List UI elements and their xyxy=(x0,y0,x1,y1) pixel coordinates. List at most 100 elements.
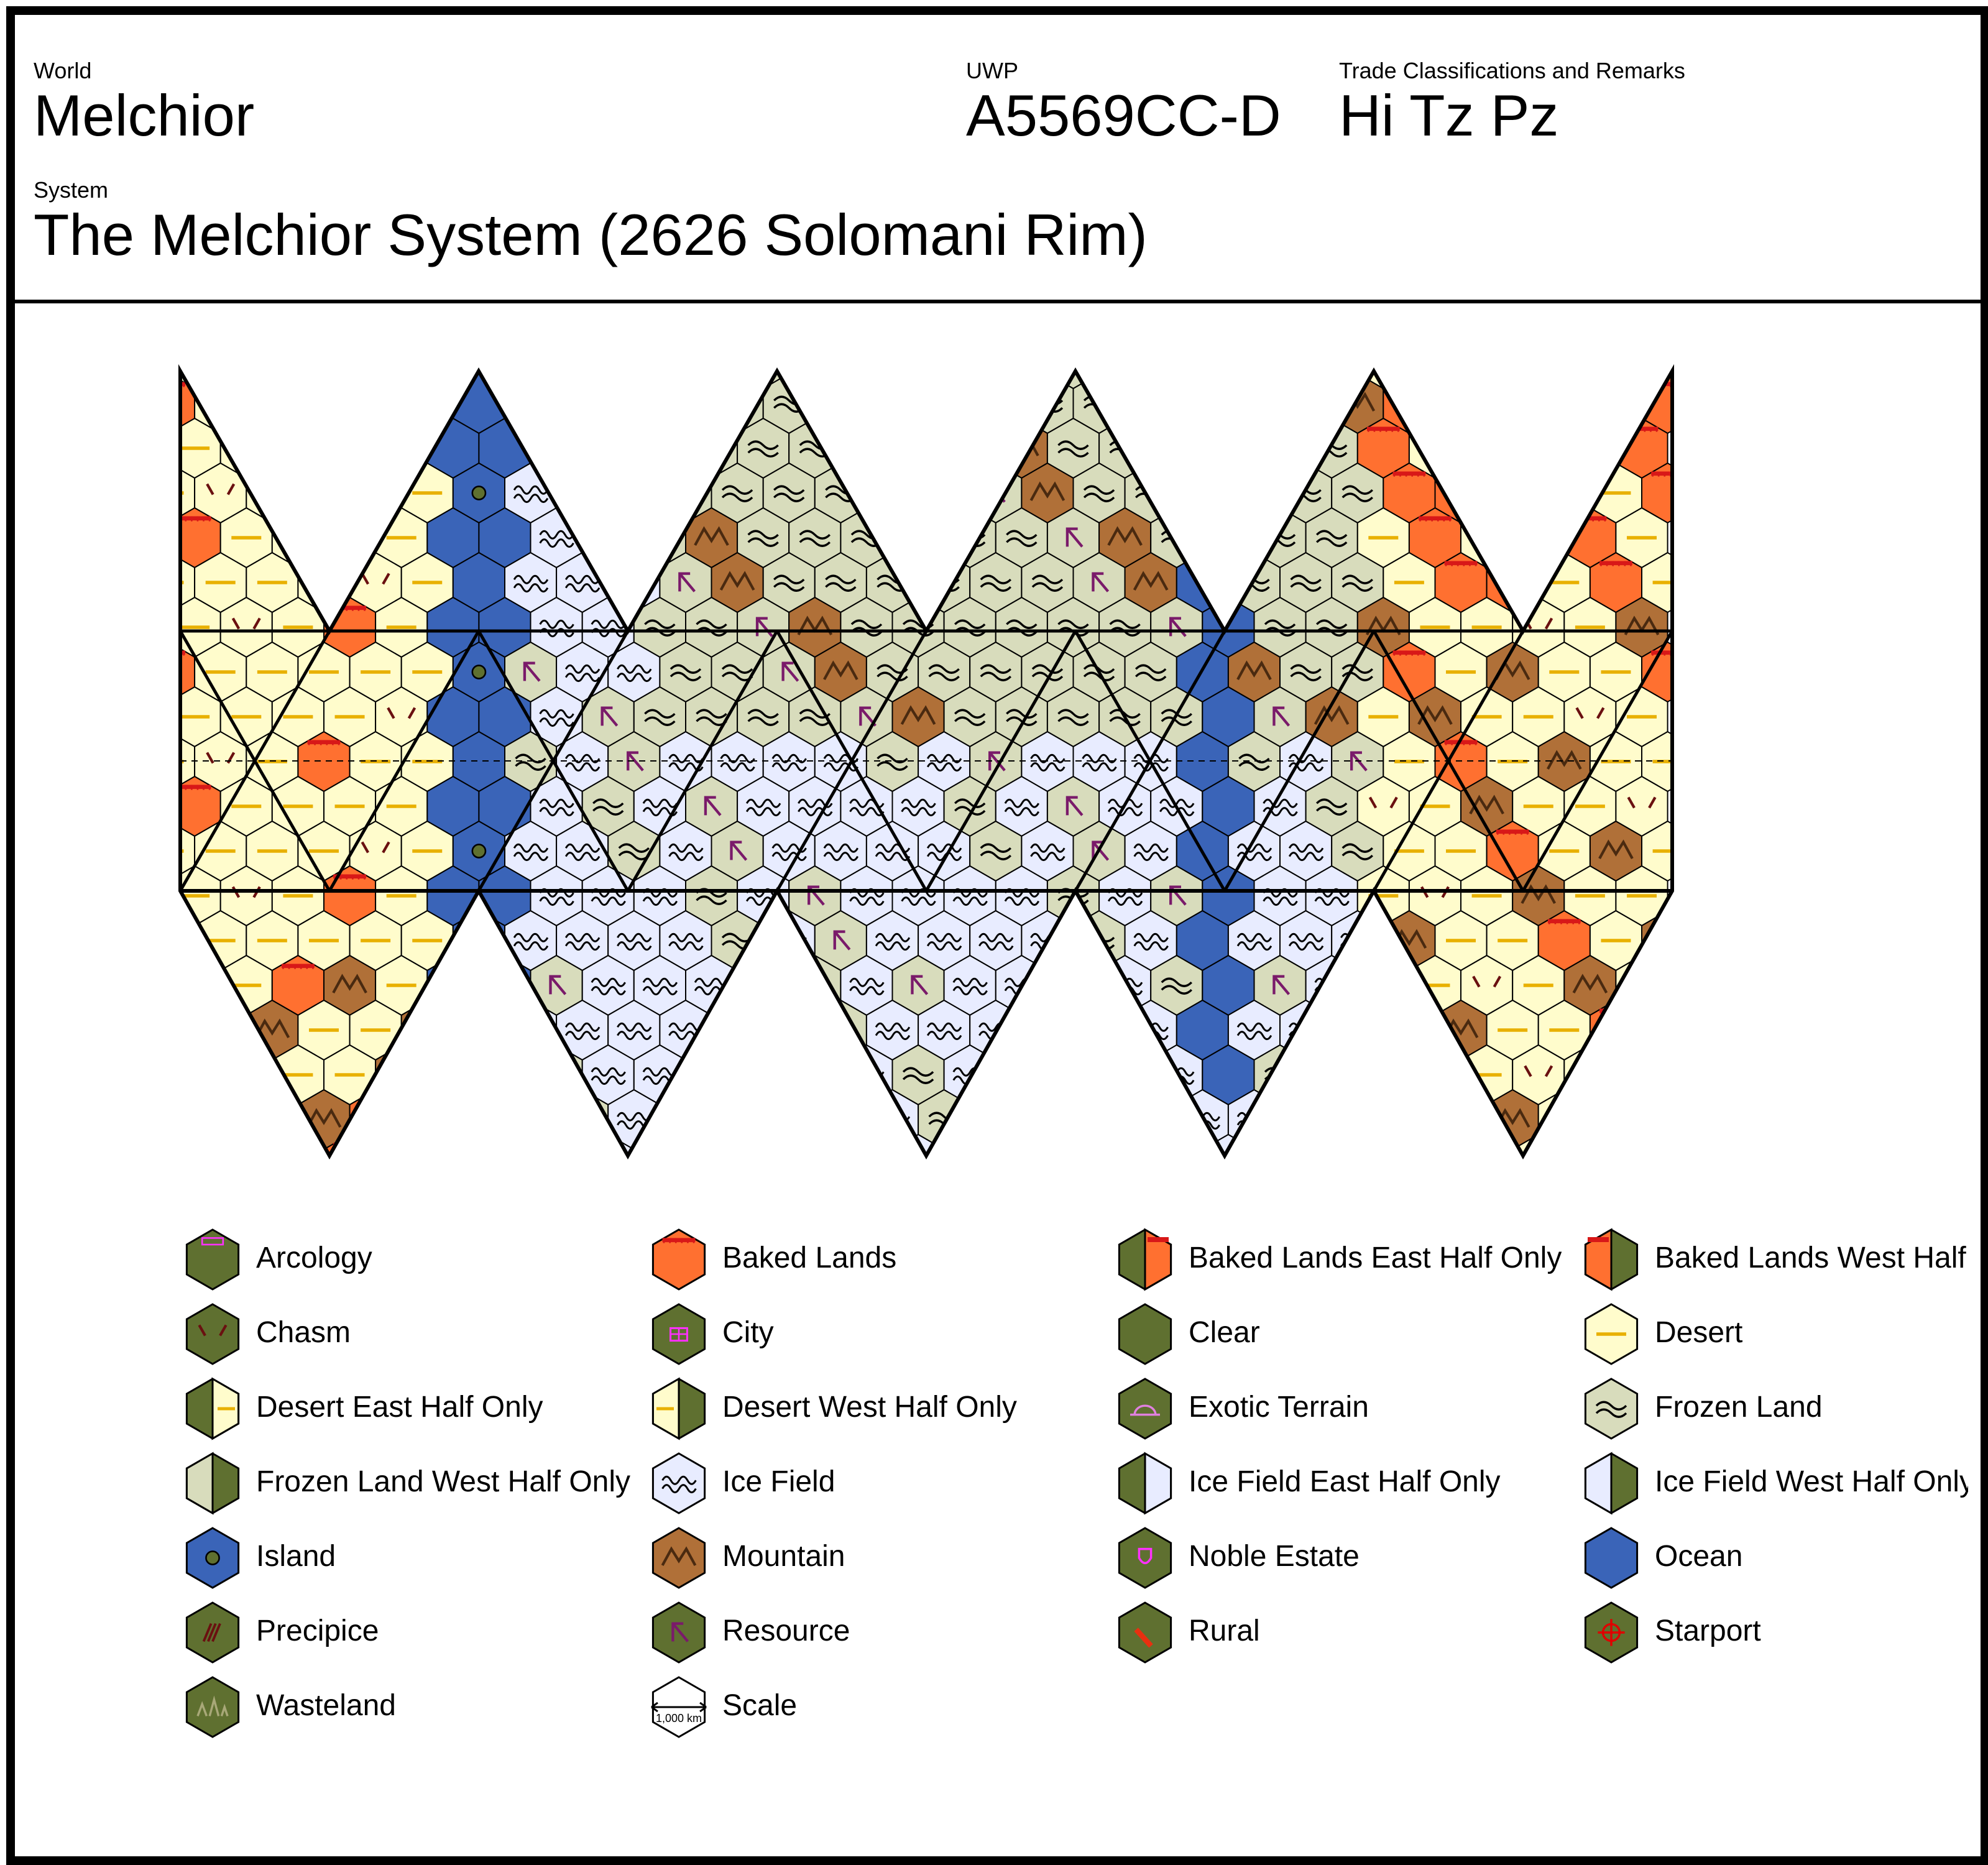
hex-desert xyxy=(1434,1089,1488,1151)
hex-baked xyxy=(1435,1179,1487,1192)
world-name: Melchior xyxy=(34,83,255,148)
legend-item-scale: 1,000 km Scale xyxy=(647,1675,1107,1743)
system-block: System The Melchior System (2626 Soloman… xyxy=(34,178,1148,267)
hex-mountain xyxy=(918,372,971,435)
hex-ice xyxy=(1305,1133,1358,1156)
hex-frozen xyxy=(918,462,971,524)
hex-baked xyxy=(1537,462,1591,524)
exotic-icon xyxy=(1118,1378,1172,1440)
system-name: The Melchior System (2626 Solomani Rim) xyxy=(34,202,1148,267)
hex-ice xyxy=(788,1044,842,1106)
hex-ice xyxy=(1305,1044,1358,1106)
hex-desert xyxy=(1356,954,1410,1016)
hex-desert xyxy=(1641,999,1672,1061)
hex-frozen xyxy=(1202,371,1255,390)
hex-ocean xyxy=(478,1133,532,1156)
hex-ice xyxy=(762,999,816,1061)
legend-item-desert-west: Desert West Half Only xyxy=(647,1376,1107,1445)
hex-ice xyxy=(1279,909,1333,972)
hex-ice xyxy=(840,1133,893,1156)
hex-desert xyxy=(297,372,351,435)
hex-ice xyxy=(712,1179,763,1192)
hex-resource xyxy=(865,372,919,435)
legend-label: Ice Field xyxy=(722,1465,835,1498)
legend-item-baked-lands-west: Baked Lands West Half Only xyxy=(1579,1227,1968,1296)
hex-ice xyxy=(1046,1133,1100,1156)
hex-frozen xyxy=(1021,1179,1073,1192)
legend-item-island: Island xyxy=(180,1526,640,1594)
hex-ice xyxy=(685,1044,739,1106)
hex-ice xyxy=(1074,1179,1125,1192)
baked-lands-icon xyxy=(651,1228,706,1291)
hex-baked xyxy=(194,999,247,1061)
legend-label: Frozen Land xyxy=(1655,1391,1823,1424)
hex-ice xyxy=(762,1089,816,1151)
hex-baked xyxy=(180,909,196,972)
hex-desert xyxy=(117,776,168,836)
hex-ice xyxy=(737,1133,790,1156)
precipice-icon xyxy=(185,1601,240,1664)
legend-label: Precipice xyxy=(256,1614,379,1647)
hex-baked xyxy=(180,1044,221,1106)
hex-desert xyxy=(402,1179,453,1192)
hex-desert xyxy=(1486,462,1539,524)
legend-label: Chasm xyxy=(256,1316,351,1349)
clear-icon xyxy=(1118,1303,1172,1365)
hex-frozen xyxy=(1253,417,1307,479)
hex-desert xyxy=(1642,1179,1693,1192)
legend-item-wasteland: Wasteland xyxy=(180,1675,640,1743)
hex-frozen xyxy=(556,462,609,524)
hex-baked xyxy=(1512,417,1565,479)
hex-ice xyxy=(504,1089,558,1151)
hex-ice xyxy=(685,1133,739,1156)
hex-frozen xyxy=(1046,371,1100,390)
hex-frozen xyxy=(633,417,686,479)
hex-baked xyxy=(1486,372,1539,435)
hex-baked xyxy=(323,371,377,390)
system-label: System xyxy=(34,177,109,203)
hex-desert xyxy=(1590,1179,1642,1192)
hex-ice xyxy=(943,1133,996,1156)
hex-ocean xyxy=(478,371,532,390)
hex-frozen xyxy=(607,820,661,882)
hex-ice xyxy=(788,1133,842,1156)
legend-label: Clear xyxy=(1189,1316,1260,1349)
desert-west-icon xyxy=(651,1377,706,1440)
legend-item-frozen: Frozen Land xyxy=(1579,1376,1968,1445)
hex-desert xyxy=(117,1045,168,1105)
hex-mountain xyxy=(195,1179,246,1192)
legend-item-ice: Ice Field xyxy=(647,1451,1107,1519)
arcology-icon xyxy=(185,1228,240,1291)
hex-ice xyxy=(1072,1089,1126,1151)
noble-estate-icon xyxy=(1118,1527,1172,1589)
hex-desert xyxy=(117,687,168,747)
ice-east-icon xyxy=(1118,1452,1172,1515)
hex-ice xyxy=(607,999,661,1061)
icosahedron-outline xyxy=(178,364,1674,1160)
hex-desert xyxy=(271,417,324,479)
hex-baked xyxy=(1512,507,1565,569)
hex-ice xyxy=(581,371,635,390)
hex-desert xyxy=(298,1179,349,1192)
hex-island xyxy=(453,1179,505,1192)
legend-item-desert: Desert xyxy=(1579,1302,1968,1370)
legend-label: City xyxy=(722,1316,774,1349)
hex-frozen xyxy=(943,371,996,390)
hex-ice xyxy=(1332,1179,1383,1192)
hex-frozen xyxy=(1150,417,1203,479)
ice-west-icon xyxy=(1584,1452,1639,1515)
hex-desert xyxy=(323,417,377,479)
baked-lands-east-icon xyxy=(1118,1228,1172,1291)
hex-chasm xyxy=(1615,775,1668,837)
hex-ice xyxy=(530,1133,583,1156)
hex-desert xyxy=(1537,372,1591,435)
hex-desert xyxy=(400,1089,454,1151)
hex-frozen xyxy=(891,417,945,479)
hex-frozen xyxy=(530,417,583,479)
legend-label: Desert xyxy=(1655,1316,1743,1349)
legend-item-desert-east: Desert East Half Only xyxy=(180,1376,640,1445)
hex-mountain xyxy=(1539,1179,1590,1192)
hex-mountain xyxy=(117,1135,168,1192)
trade-codes: Hi Tz Pz xyxy=(1339,83,1559,148)
hex-desert xyxy=(180,371,221,390)
